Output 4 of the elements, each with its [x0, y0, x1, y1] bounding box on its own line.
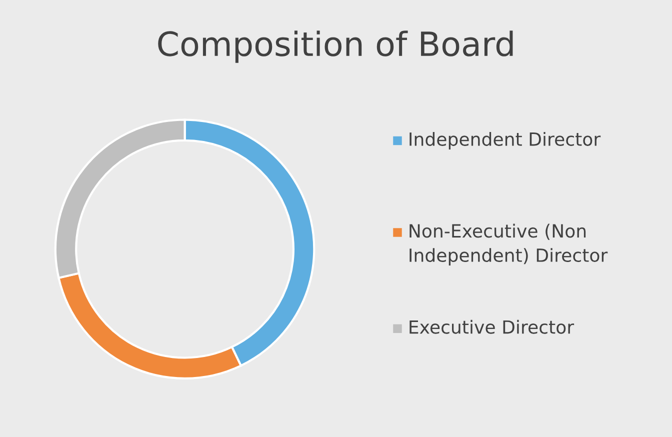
legend-label: Independent Director: [410, 132, 601, 150]
legend-label: Executive Director: [410, 320, 574, 334]
chart-title: Composition of Board: [158, 30, 513, 63]
legend-label: Non-Executive (Non Independent) Director: [410, 224, 608, 266]
